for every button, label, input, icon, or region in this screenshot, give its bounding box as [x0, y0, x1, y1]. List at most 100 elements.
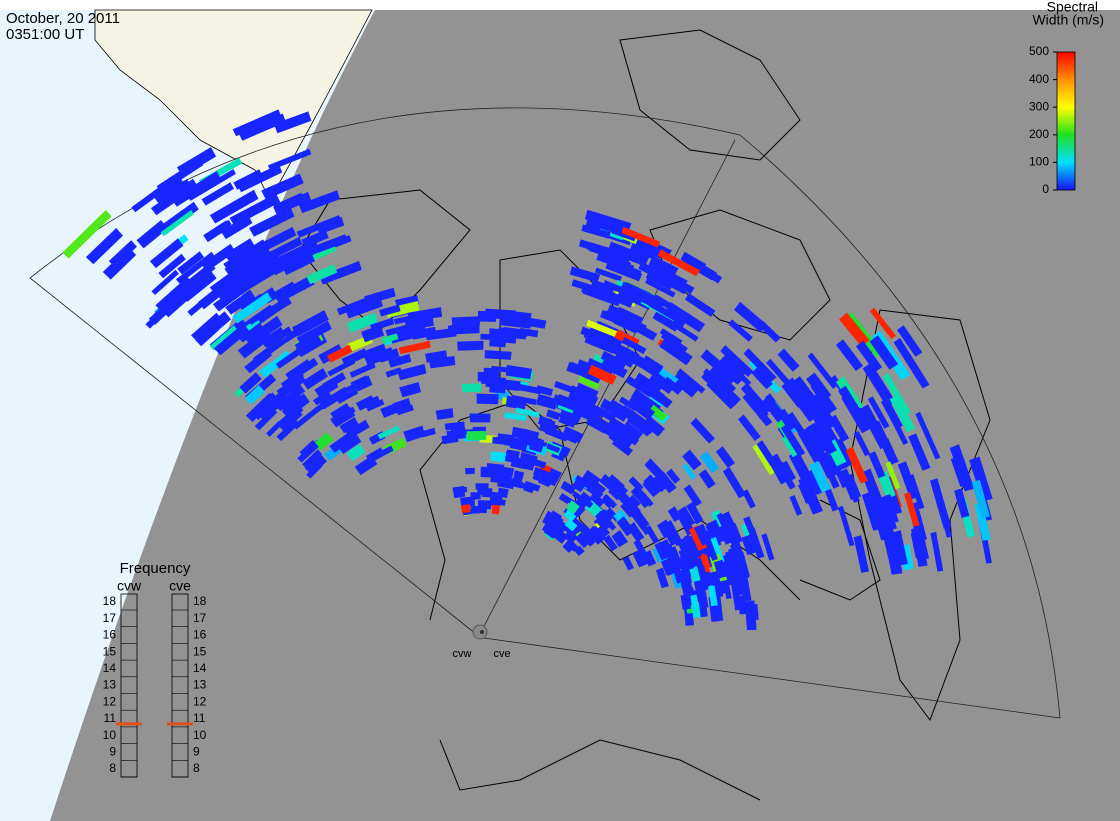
echo-cell	[232, 292, 272, 324]
echo-cell	[556, 394, 583, 413]
echo-cell	[889, 394, 916, 433]
echo-cell	[354, 455, 378, 476]
echo-cell	[859, 404, 890, 450]
echo-cell	[648, 300, 686, 326]
echo-cell	[892, 530, 908, 566]
frequency-tick-label: 15	[103, 644, 117, 658]
echo-cell	[504, 435, 524, 449]
echo-cell	[322, 372, 346, 391]
echo-cell	[232, 109, 282, 137]
echo-cell	[722, 560, 736, 586]
echo-cell	[663, 526, 674, 541]
echo-cell	[813, 441, 831, 466]
echo-cell	[337, 433, 362, 454]
frequency-tick-label: 16	[193, 628, 207, 642]
echo-cell	[563, 509, 577, 522]
echo-cell	[908, 433, 931, 471]
echo-cell	[276, 418, 300, 442]
echo-cell	[209, 189, 259, 224]
echo-cell	[273, 191, 312, 215]
echo-cell	[602, 494, 617, 509]
frequency-tick-label: 16	[103, 628, 117, 642]
echo-cell	[240, 255, 270, 277]
echo-cell	[666, 468, 681, 484]
frequency-tick-label: 12	[103, 694, 117, 708]
echo-cell	[85, 228, 123, 265]
echo-cell	[581, 224, 611, 239]
echo-cell	[736, 551, 750, 578]
echo-cell	[686, 501, 704, 525]
echo-cell	[254, 407, 278, 431]
land-alaska	[94, 9, 373, 201]
echo-cell	[651, 473, 670, 493]
echo-cell	[766, 358, 792, 387]
frequency-tick-label: 18	[193, 594, 207, 608]
echo-cell	[661, 520, 682, 546]
echo-cell	[974, 502, 991, 541]
echo-cell	[259, 350, 292, 378]
echo-cell	[62, 210, 112, 259]
echo-cell	[627, 522, 645, 542]
echo-cell	[460, 504, 471, 513]
echo-cell	[562, 540, 576, 553]
echo-cell	[609, 259, 642, 280]
echo-cell	[700, 349, 731, 378]
echo-cell	[634, 238, 665, 259]
colorbar-tick-label: 200	[1029, 127, 1049, 141]
fan-divider	[479, 139, 736, 635]
echo-cell	[580, 496, 594, 509]
echo-cell	[888, 411, 909, 445]
echo-cell	[559, 408, 582, 424]
echo-cell	[504, 412, 527, 422]
echo-cell	[861, 491, 884, 531]
colorbar-tick-label: 500	[1029, 44, 1049, 58]
echo-cell	[465, 467, 475, 475]
echo-cell	[781, 460, 796, 481]
frequency-tick-label: 13	[193, 678, 207, 692]
echo-cell	[648, 404, 667, 422]
echo-cell	[780, 423, 806, 457]
echo-cell	[505, 449, 520, 461]
echo-cell	[519, 327, 539, 338]
echo-cell	[676, 368, 706, 394]
colorbar-tick-label: 300	[1029, 99, 1049, 113]
frequency-tick-label: 12	[193, 694, 207, 708]
echo-cell	[954, 488, 970, 518]
echo-cell	[239, 372, 262, 394]
coastline	[439, 739, 761, 801]
frequency-tick-label: 17	[103, 611, 117, 625]
echo-cell	[713, 559, 728, 579]
echo-cell	[329, 432, 354, 453]
colorbar-tick-label: 400	[1029, 72, 1049, 86]
echo-cell	[603, 534, 618, 552]
date-label: October, 20 2011	[6, 10, 120, 27]
echo-cell	[761, 533, 775, 561]
echo-cell	[546, 512, 564, 529]
echo-cell	[595, 417, 618, 436]
coastline	[799, 499, 881, 601]
echo-cell	[908, 474, 925, 510]
echo-cell	[726, 522, 743, 545]
echo-cell	[707, 524, 722, 547]
echo-cell	[725, 549, 741, 573]
echo-cell	[279, 391, 302, 412]
echo-cell	[969, 456, 993, 502]
echo-cell	[292, 310, 329, 337]
echo-cell	[882, 373, 911, 416]
echo-cell	[327, 344, 353, 363]
echo-cell	[656, 567, 669, 589]
echo-cell	[485, 308, 516, 320]
echo-cell	[634, 323, 658, 341]
echo-cell	[738, 414, 761, 441]
echo-cell	[298, 190, 340, 214]
echo-cell	[267, 148, 312, 171]
echo-cell	[883, 531, 903, 575]
echo-cell	[314, 432, 334, 451]
echo-cell	[869, 307, 896, 339]
echo-cell	[692, 557, 707, 580]
echo-cell	[645, 271, 674, 290]
echo-cell	[209, 270, 237, 293]
echo-cell	[578, 523, 591, 536]
echo-cell	[633, 539, 647, 556]
echo-cell	[824, 488, 839, 512]
